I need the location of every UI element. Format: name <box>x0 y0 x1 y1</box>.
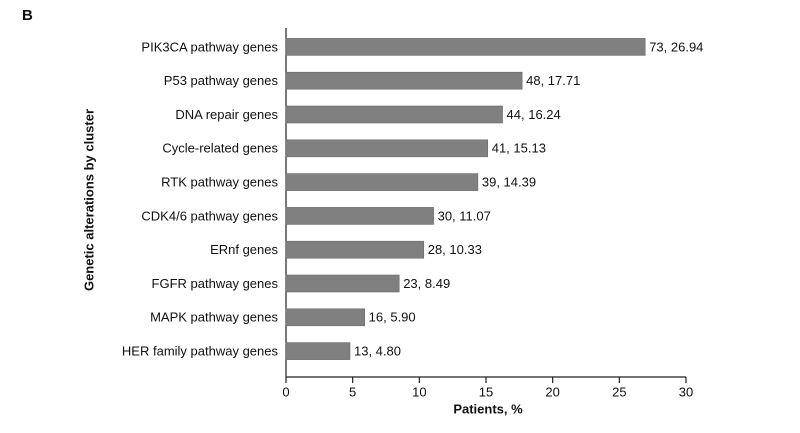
value-label: 39, 14.39 <box>482 175 536 190</box>
value-label: 23, 8.49 <box>403 276 450 291</box>
x-tick-label: 0 <box>282 384 289 399</box>
y-tick-label: DNA repair genes <box>175 107 278 122</box>
value-label: 28, 10.33 <box>428 242 482 257</box>
x-axis-label: Patients, % <box>453 401 523 416</box>
y-tick-label: RTK pathway genes <box>161 175 278 190</box>
value-label: 73, 26.94 <box>649 39 703 54</box>
bar <box>285 139 489 158</box>
y-tick-label: PIK3CA pathway genes <box>141 39 278 54</box>
panel-label: B <box>22 7 33 24</box>
y-tick-label: FGFR pathway genes <box>152 276 279 291</box>
bar <box>285 173 479 191</box>
y-tick-label: HER family pathway genes <box>122 344 279 359</box>
y-tick-label: MAPK pathway genes <box>150 310 278 325</box>
value-label: 30, 11.07 <box>438 208 491 223</box>
value-label: 13, 4.80 <box>354 344 401 359</box>
x-tick-label: 25 <box>612 384 626 399</box>
bar <box>285 342 351 360</box>
x-tick-label: 5 <box>349 384 356 399</box>
x-tick-label: 15 <box>479 384 493 399</box>
bar <box>285 71 523 90</box>
value-label: 16, 5.90 <box>369 310 416 325</box>
y-axis-label: Genetic alterations by cluster <box>81 109 96 291</box>
bar <box>285 105 503 124</box>
y-tick-label: ERnf genes <box>210 242 278 257</box>
bar <box>285 308 365 327</box>
value-label: 41, 15.13 <box>492 141 546 156</box>
y-tick-label: P53 pathway genes <box>164 73 279 88</box>
bar <box>285 240 425 259</box>
bar <box>285 207 434 225</box>
y-tick-label: CDK4/6 pathway genes <box>141 208 278 223</box>
x-tick-label: 20 <box>545 384 559 399</box>
y-tick-label: Cycle-related genes <box>162 141 278 156</box>
x-tick-label: 10 <box>412 384 426 399</box>
x-tick-label: 30 <box>679 384 693 399</box>
value-label: 48, 17.71 <box>526 73 580 88</box>
bar <box>285 38 646 56</box>
value-label: 44, 16.24 <box>507 107 561 122</box>
bar <box>285 274 400 293</box>
